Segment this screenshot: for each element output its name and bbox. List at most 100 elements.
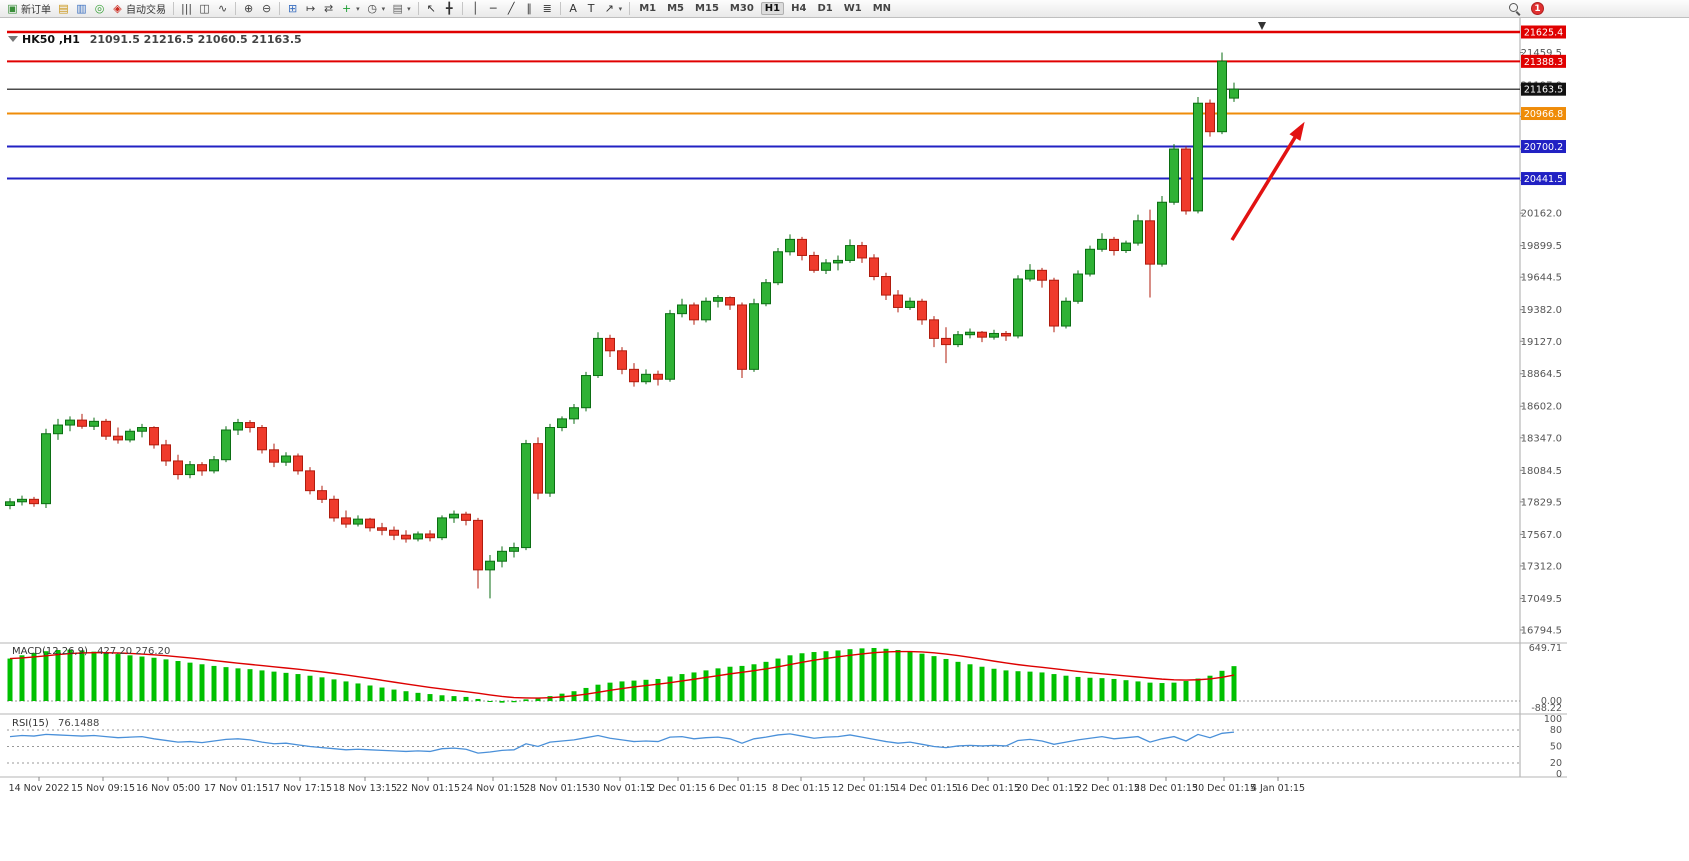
- candle-body: [221, 429, 231, 461]
- timeframe-m1-button[interactable]: M1: [639, 3, 657, 14]
- timeframe-m15-button[interactable]: M15: [695, 3, 719, 14]
- price-badge: 21388.3: [1521, 54, 1566, 68]
- svg-text:17 Nov 01:15: 17 Nov 01:15: [204, 783, 268, 794]
- macd-bar: [1207, 675, 1213, 701]
- horizontal-line-button[interactable]: ─: [485, 1, 502, 17]
- templates-button[interactable]: ▤ ▾: [389, 1, 414, 17]
- crosshair-button[interactable]: ╋: [441, 1, 458, 17]
- candle-body: [1217, 60, 1227, 133]
- one-click-trading-toggle[interactable]: [8, 36, 18, 42]
- right-shift-marker[interactable]: [1258, 22, 1266, 30]
- bar-chart-button[interactable]: |||: [178, 1, 195, 17]
- data-window-icon: ▥: [76, 1, 87, 15]
- candle-body: [293, 455, 303, 472]
- tile-windows-button[interactable]: ⊞: [284, 1, 301, 17]
- macd-bar: [727, 666, 733, 701]
- price-badge: 21163.5: [1521, 82, 1566, 96]
- macd-bar: [43, 651, 49, 701]
- candle-body: [689, 304, 699, 321]
- macd-bar: [175, 661, 181, 701]
- macd-bar: [859, 648, 865, 701]
- candle-body: [641, 373, 651, 383]
- macd-bar: [127, 655, 133, 701]
- candle-body: [809, 254, 819, 271]
- search-icon[interactable]: [1508, 2, 1521, 15]
- cursor-button[interactable]: ↖: [423, 1, 440, 17]
- price-axis: 21459.521197.020942.020679.520424.520162…: [1520, 48, 1562, 636]
- candle-body: [41, 433, 51, 505]
- candlestick-chart-button[interactable]: ◫: [196, 1, 213, 17]
- timeframe-m30-button[interactable]: M30: [729, 3, 754, 14]
- toolbar: ▣ 新订单 ▤ ▥ ◎ ◈ 自动交易 ||| ◫ ∿ ⊕ ⊖ ⊞ ↦ ⇄ + ▾ ◷ ▾ ▤ ▾ ↖ ╋ │ ─ ╱ ∥ ≣ A T ↗ ▾ M…: [0, 0, 1689, 18]
- new-order-button-label: 新订单: [21, 5, 51, 16]
- macd-bar: [67, 649, 73, 701]
- zoom-in-button[interactable]: ⊕: [240, 1, 257, 17]
- macd-bar: [247, 669, 253, 701]
- trendline-button[interactable]: ╱: [503, 1, 520, 17]
- candlestick-chart-icon: ◫: [199, 1, 210, 15]
- macd-bar: [883, 648, 889, 701]
- timeframe-h1-button[interactable]: H1: [760, 2, 785, 15]
- macd-name: MACD(12,26,9): [12, 646, 88, 657]
- arrows-button[interactable]: ↗ ▾: [601, 1, 626, 17]
- timeframe-w1-button[interactable]: W1: [843, 3, 862, 14]
- text-label-button[interactable]: T: [583, 1, 600, 17]
- trend-arrow[interactable]: [1230, 125, 1304, 241]
- svg-text:17312.0: 17312.0: [1521, 561, 1562, 572]
- timeframe-m5-button[interactable]: M5: [667, 3, 685, 14]
- timeframe-mn-button[interactable]: MN: [872, 3, 892, 14]
- vertical-line-button[interactable]: │: [467, 1, 484, 17]
- svg-text:8 Dec 01:15: 8 Dec 01:15: [772, 783, 830, 794]
- periods-button[interactable]: ◷ ▾: [364, 1, 389, 17]
- line-chart-button[interactable]: ∿: [214, 1, 231, 17]
- macd-bar: [1075, 676, 1081, 701]
- timeframe-h4-button[interactable]: H4: [791, 3, 807, 14]
- macd-bar: [415, 692, 421, 701]
- navigator-button[interactable]: ◎: [91, 1, 108, 17]
- candle-body: [557, 418, 567, 429]
- candle-body: [665, 313, 675, 380]
- timeframe-d1-button[interactable]: D1: [817, 3, 833, 14]
- candle-body: [1037, 269, 1047, 281]
- macd-bar: [367, 685, 373, 701]
- macd-bar: [463, 696, 469, 701]
- notification-badge[interactable]: 1: [1531, 2, 1544, 15]
- text-button[interactable]: A: [565, 1, 582, 17]
- macd-bar: [1003, 670, 1009, 701]
- price-badge: 20966.8: [1521, 107, 1566, 121]
- macd-bar: [775, 658, 781, 701]
- svg-text:21625.4: 21625.4: [1524, 28, 1563, 39]
- rsi-value: 76.1488: [57, 718, 100, 729]
- channel-button[interactable]: ∥: [521, 1, 538, 17]
- price-badge: 21625.4: [1521, 25, 1566, 39]
- auto-scroll-button[interactable]: ↦: [302, 1, 319, 17]
- candle-body: [185, 464, 195, 476]
- macd-bar: [1135, 681, 1141, 701]
- candle-body: [353, 518, 363, 525]
- macd-bar: [1159, 683, 1165, 701]
- zoom-out-button[interactable]: ⊖: [258, 1, 275, 17]
- autotrading-button[interactable]: ◈ 自动交易: [109, 1, 169, 17]
- new-order-button[interactable]: ▣ 新订单: [4, 1, 54, 17]
- data-window-button[interactable]: ▥: [73, 1, 90, 17]
- indicators-button[interactable]: + ▾: [338, 1, 363, 17]
- candle-body: [725, 297, 735, 306]
- macd-bar: [283, 672, 289, 701]
- candle-body: [761, 282, 771, 305]
- macd-bar: [211, 665, 217, 701]
- candle-body: [881, 276, 891, 296]
- macd-bar: [751, 664, 757, 701]
- candle-body: [1121, 242, 1131, 252]
- macd-bar: [895, 650, 901, 701]
- candle-body: [1193, 102, 1203, 212]
- market-watch-button[interactable]: ▤: [55, 1, 72, 17]
- macd-bar: [871, 647, 877, 701]
- fibonacci-button[interactable]: ≣: [539, 1, 556, 17]
- macd-bar: [1171, 682, 1177, 701]
- macd-bar: [1051, 674, 1057, 701]
- macd-bar: [1195, 678, 1201, 701]
- chart-shift-button[interactable]: ⇄: [320, 1, 337, 17]
- macd-bar: [607, 682, 613, 701]
- macd-bar: [715, 668, 721, 701]
- svg-text:20700.2: 20700.2: [1524, 142, 1563, 153]
